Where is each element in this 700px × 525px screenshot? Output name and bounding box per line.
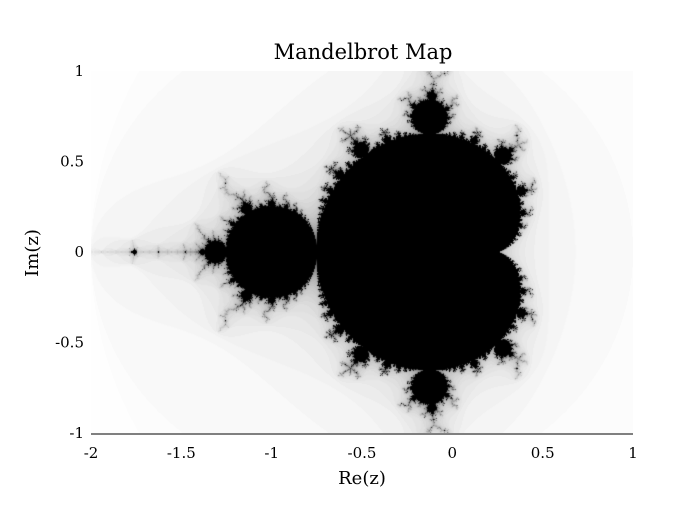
y-tick-labels: -1 -0.5 0 0.5 1 <box>55 62 84 442</box>
y-tick-label: -0.5 <box>55 334 84 352</box>
x-tick-label: 1 <box>628 444 638 462</box>
x-tick-labels: -2 -1.5 -1 -0.5 0 0.5 1 <box>84 444 638 462</box>
y-tick-label: 1 <box>74 62 84 80</box>
y-axis-label: Im(z) <box>22 229 43 277</box>
mandelbrot-heatmap <box>91 71 633 433</box>
x-tick-label: 0 <box>448 444 458 462</box>
x-tick-label: -0.5 <box>348 444 377 462</box>
x-tick-label: 0.5 <box>531 444 555 462</box>
chart-title: Mandelbrot Map <box>274 40 453 64</box>
y-tick-label: 0.5 <box>60 153 84 171</box>
y-tick-label: -1 <box>69 424 84 442</box>
x-tick-label: -1.5 <box>167 444 196 462</box>
x-tick-label: -1 <box>264 444 279 462</box>
x-axis-label: Re(z) <box>338 468 386 489</box>
x-tick-label: -2 <box>84 444 99 462</box>
y-tick-label: 0 <box>74 243 84 261</box>
